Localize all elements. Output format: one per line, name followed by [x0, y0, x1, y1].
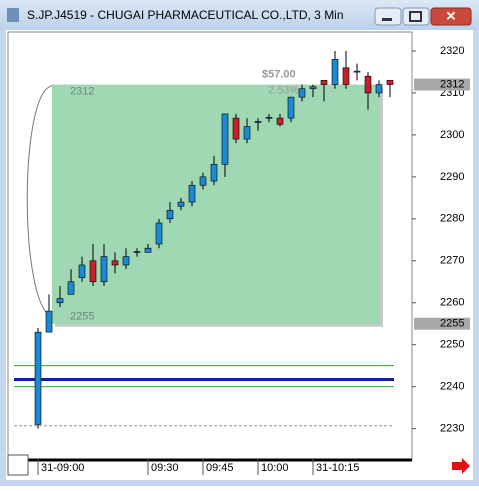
- candle-body: [133, 251, 141, 253]
- app-icon: [7, 8, 19, 22]
- close-button[interactable]: [430, 7, 472, 26]
- candle-body: [45, 310, 53, 333]
- y-tick-label: 2260: [440, 297, 464, 309]
- x-tick-label: 31-10:15: [316, 462, 359, 474]
- y-tick-label: 2230: [440, 423, 464, 435]
- maximize-icon: [409, 11, 422, 22]
- candle-body: [375, 84, 383, 94]
- candle-body: [276, 117, 284, 125]
- minimize-button[interactable]: [374, 7, 402, 26]
- range-top-label: 2312: [70, 85, 94, 97]
- x-tick-label: 10:00: [261, 462, 289, 474]
- x-tick-label: 09:45: [206, 462, 234, 474]
- maximize-button[interactable]: [402, 7, 430, 26]
- candle-body: [265, 116, 273, 119]
- candle-body: [254, 121, 262, 123]
- corner-box: [7, 454, 29, 476]
- candle-body: [56, 298, 64, 304]
- range-bottom-label: 2255: [70, 311, 94, 323]
- candle-body: [243, 126, 251, 140]
- close-icon: ✕: [446, 8, 457, 23]
- y-tick-label: 2240: [440, 381, 464, 393]
- candle-body: [287, 96, 295, 119]
- scroll-arrow[interactable]: [452, 458, 470, 474]
- y-tick-label: 2290: [440, 171, 464, 183]
- price-marker-label: 2255: [440, 318, 464, 330]
- candle-body: [353, 70, 361, 73]
- candle-body: [221, 113, 229, 165]
- candle-body: [78, 264, 86, 278]
- candle-body: [166, 210, 174, 220]
- range-box: [52, 84, 380, 324]
- candle-body: [144, 247, 152, 253]
- candle-body: [34, 331, 42, 425]
- y-tick-label: 2250: [440, 339, 464, 351]
- x-tick-label: 09:30: [151, 462, 179, 474]
- y-tick-label: 2320: [440, 45, 464, 57]
- candle-body: [342, 67, 350, 85]
- candle-body: [320, 80, 328, 85]
- candle-body: [67, 281, 75, 295]
- candle-body: [232, 117, 240, 140]
- y-tick-label: 2270: [440, 255, 464, 267]
- candle-body: [89, 260, 97, 283]
- candle-body: [331, 59, 339, 85]
- y-tick-label: 2280: [440, 213, 464, 225]
- candle-body: [111, 260, 119, 266]
- candle-body: [364, 75, 372, 94]
- candle-body: [100, 256, 108, 283]
- candle-body: [210, 163, 218, 182]
- range-change-label: $57.00: [262, 68, 296, 80]
- price-marker: [414, 317, 470, 330]
- candle-body: [386, 80, 394, 85]
- candle-body: [177, 201, 185, 207]
- plot: 2230224022502260227022802290230023102320…: [14, 45, 470, 475]
- candle-body: [199, 176, 207, 186]
- range-arc: [26, 85, 53, 319]
- candle-body: [309, 86, 317, 90]
- candle-body: [122, 256, 130, 266]
- price-marker-label: 2312: [440, 78, 464, 90]
- candle-body: [188, 184, 196, 203]
- minimize-icon: [382, 18, 392, 21]
- price-marker: [414, 78, 470, 91]
- candle-body: [155, 222, 163, 245]
- range-percent-label: 2.53%: [268, 84, 299, 96]
- y-tick-label: 2300: [440, 129, 464, 141]
- candle-body: [298, 88, 306, 98]
- x-tick-label: 31-09:00: [41, 462, 84, 474]
- window-title: S.JP.J4519 - CHUGAI PHARMACEUTICAL CO.,L…: [27, 8, 344, 22]
